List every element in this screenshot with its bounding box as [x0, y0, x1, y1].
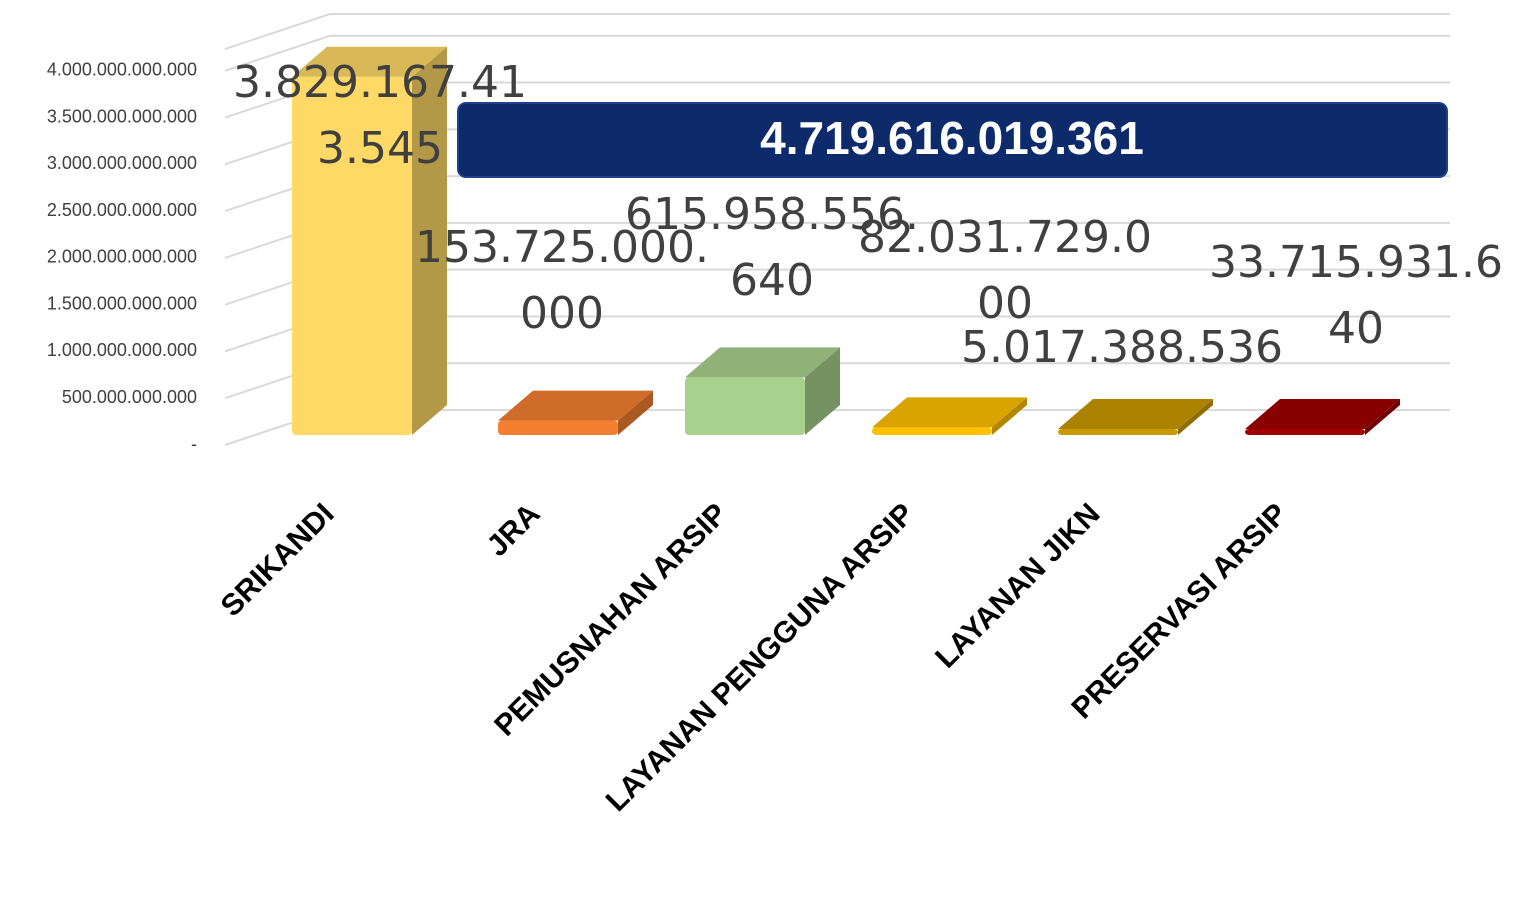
bar-side	[992, 397, 1027, 435]
bar-top	[685, 347, 840, 378]
value-label: 33.715.931.640	[1209, 237, 1503, 354]
value-label: 82.031.729.000	[858, 212, 1152, 329]
bar-top	[292, 46, 447, 77]
bar-side	[1178, 399, 1213, 435]
bar	[1245, 399, 1400, 435]
y-tick-label: 3.000.000.000.000	[47, 153, 197, 173]
bar-front	[1058, 429, 1178, 435]
y-tick-label: 2.000.000.000.000	[47, 247, 197, 267]
bar-side	[805, 347, 840, 435]
bar	[498, 390, 653, 435]
y-tick-label: 2.500.000.000.000	[47, 200, 197, 220]
value-label: 3.829.167.413.545	[233, 57, 527, 174]
y-tick-label: 4.000.000.000.000	[47, 60, 197, 80]
x-tick-label: JRA	[481, 497, 547, 563]
bar-top	[1245, 399, 1400, 429]
bar	[685, 347, 840, 435]
bar-front	[498, 420, 618, 435]
x-tick-label: LAYANAN PENGGUNA ARSIP	[600, 497, 921, 818]
frame-top-side	[224, 13, 331, 50]
bar-side	[412, 46, 447, 435]
bar-front	[685, 377, 805, 435]
grid-line-side	[224, 34, 331, 72]
x-tick-label: PRESERVASI ARSIP	[1065, 497, 1293, 725]
bar-side	[1365, 399, 1400, 435]
bar	[1058, 399, 1213, 435]
bar-top	[498, 390, 653, 421]
y-tick-label: 1.500.000.000.000	[47, 293, 197, 313]
bar-front	[872, 427, 992, 435]
y-tick-label: 500.000.000.000	[62, 387, 197, 407]
x-tick-label: SRIKANDI	[215, 497, 341, 623]
y-tick-label: 1.000.000.000.000	[47, 340, 197, 360]
bar	[872, 397, 1027, 435]
y-tick-label: -	[191, 434, 197, 454]
value-label: 615.958.556.640	[625, 189, 919, 306]
bar-top	[872, 397, 1027, 428]
x-tick-label: LAYANAN JIKN	[929, 497, 1106, 674]
value-label: 153.725.000.000	[415, 222, 709, 339]
bar-top	[1058, 399, 1213, 429]
bar-front	[292, 76, 412, 435]
value-label: 5.017.388.536	[961, 322, 1283, 373]
annotation: 4.719.616.019.361	[760, 112, 1144, 164]
bar-side	[618, 390, 653, 435]
bar-front	[1245, 429, 1365, 435]
y-tick-label: 3.500.000.000.000	[47, 106, 197, 126]
annotation-box	[457, 102, 1448, 178]
bar	[292, 46, 447, 435]
